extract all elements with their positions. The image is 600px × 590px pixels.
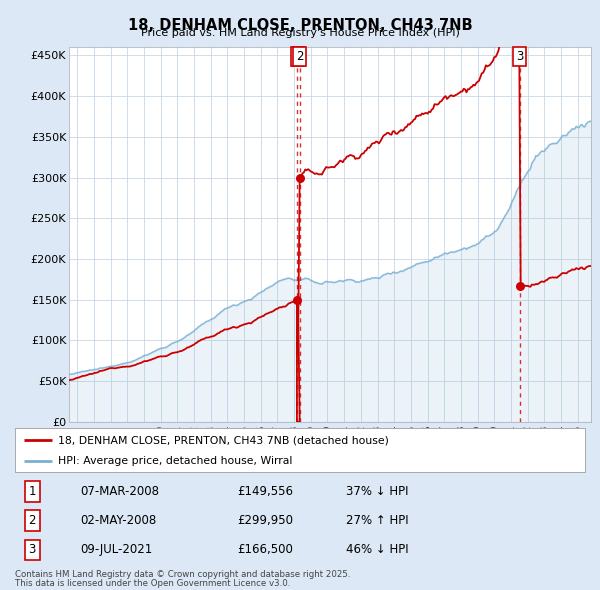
Text: 46% ↓ HPI: 46% ↓ HPI (346, 543, 408, 556)
Text: 3: 3 (516, 50, 523, 63)
Text: 07-MAR-2008: 07-MAR-2008 (80, 485, 160, 498)
Text: 1: 1 (293, 50, 301, 63)
Text: 02-MAY-2008: 02-MAY-2008 (80, 514, 157, 527)
Text: 2: 2 (28, 514, 36, 527)
Text: 1: 1 (28, 485, 36, 498)
Text: 09-JUL-2021: 09-JUL-2021 (80, 543, 153, 556)
Text: £166,500: £166,500 (238, 543, 293, 556)
Text: £299,950: £299,950 (238, 514, 293, 527)
Text: 2: 2 (296, 50, 304, 63)
Text: 18, DENHAM CLOSE, PRENTON, CH43 7NB (detached house): 18, DENHAM CLOSE, PRENTON, CH43 7NB (det… (58, 435, 389, 445)
Text: 18, DENHAM CLOSE, PRENTON, CH43 7NB: 18, DENHAM CLOSE, PRENTON, CH43 7NB (128, 18, 472, 32)
Text: Contains HM Land Registry data © Crown copyright and database right 2025.: Contains HM Land Registry data © Crown c… (15, 570, 350, 579)
Text: 27% ↑ HPI: 27% ↑ HPI (346, 514, 408, 527)
Text: £149,556: £149,556 (238, 485, 293, 498)
Text: HPI: Average price, detached house, Wirral: HPI: Average price, detached house, Wirr… (58, 456, 292, 466)
Text: 3: 3 (28, 543, 36, 556)
Text: This data is licensed under the Open Government Licence v3.0.: This data is licensed under the Open Gov… (15, 579, 290, 588)
Text: 37% ↓ HPI: 37% ↓ HPI (346, 485, 408, 498)
Text: Price paid vs. HM Land Registry's House Price Index (HPI): Price paid vs. HM Land Registry's House … (140, 28, 460, 38)
